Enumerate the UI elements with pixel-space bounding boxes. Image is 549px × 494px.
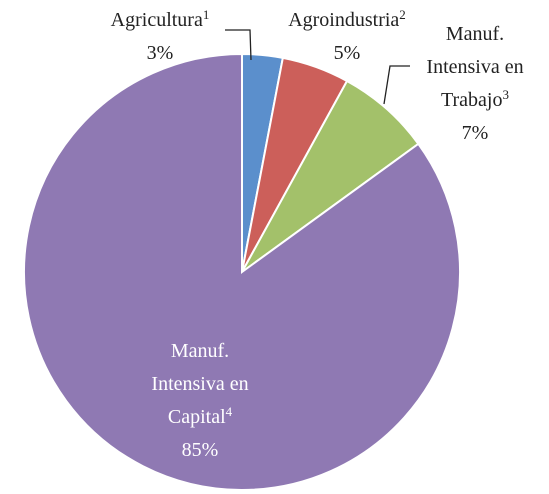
note-mark: 4 <box>225 404 233 419</box>
slice-label: Manuf. Intensiva en Capital4 85% <box>140 335 260 467</box>
category-label: Manuf. Intensiva en Trabajo <box>426 23 524 111</box>
slice <box>23 52 461 491</box>
note-mark: 1 <box>202 7 210 22</box>
leader-line <box>383 65 410 105</box>
note-mark: 2 <box>399 7 406 22</box>
slice-label: Agroindustria2 5% <box>247 4 447 70</box>
value-label: 85% <box>181 439 219 461</box>
category-label: Manuf. Intensiva en Capital <box>151 340 249 428</box>
value-label: 7% <box>461 122 489 144</box>
slice-label: Agricultura1 3% <box>60 4 260 70</box>
category-label: Agricultura <box>110 9 203 31</box>
note-mark: 3 <box>502 87 509 102</box>
value-label: 5% <box>333 42 361 64</box>
value-label: 3% <box>146 42 174 64</box>
leader-line <box>225 29 252 61</box>
slice-label: Manuf. Intensiva en Trabajo3 7% <box>415 18 535 150</box>
category-label: Agroindustria <box>288 9 400 31</box>
